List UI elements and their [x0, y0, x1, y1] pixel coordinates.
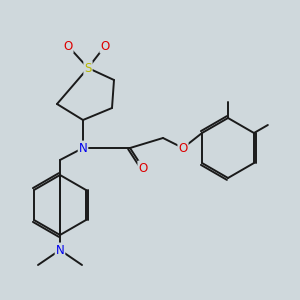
Text: O: O — [100, 40, 109, 52]
Text: N: N — [79, 142, 87, 154]
Text: O: O — [138, 161, 148, 175]
Text: O: O — [63, 40, 73, 52]
Text: N: N — [56, 244, 64, 256]
Text: S: S — [84, 61, 92, 74]
Text: O: O — [178, 142, 188, 154]
